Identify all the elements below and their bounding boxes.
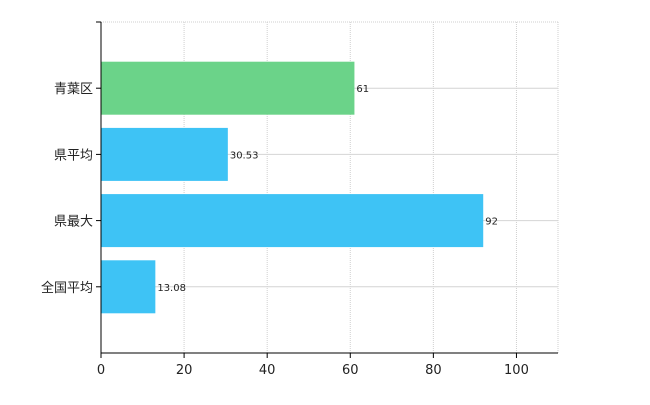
data-label: 13.08 [157,283,186,294]
bar-4 [101,260,156,314]
bars [101,61,484,314]
axes [96,21,558,358]
x-tick-label: 60 [342,363,359,378]
data-label: 92 [485,217,498,228]
category-label: 県最大 [54,215,93,230]
data-label: 61 [356,84,369,95]
x-tick-label: 80 [425,363,442,378]
x-tick-label: 40 [259,363,276,378]
x-tick-label: 100 [504,363,529,378]
data-label: 30.53 [230,150,259,161]
x-tick-label: 0 [97,363,105,378]
bar-1 [101,61,355,115]
x-tick-label: 20 [176,363,193,378]
category-label: 青葉区 [54,82,93,97]
category-label: 県平均 [54,148,93,163]
bar-3 [101,194,484,248]
category-label: 全国平均 [41,280,93,296]
bar-2 [101,127,228,181]
